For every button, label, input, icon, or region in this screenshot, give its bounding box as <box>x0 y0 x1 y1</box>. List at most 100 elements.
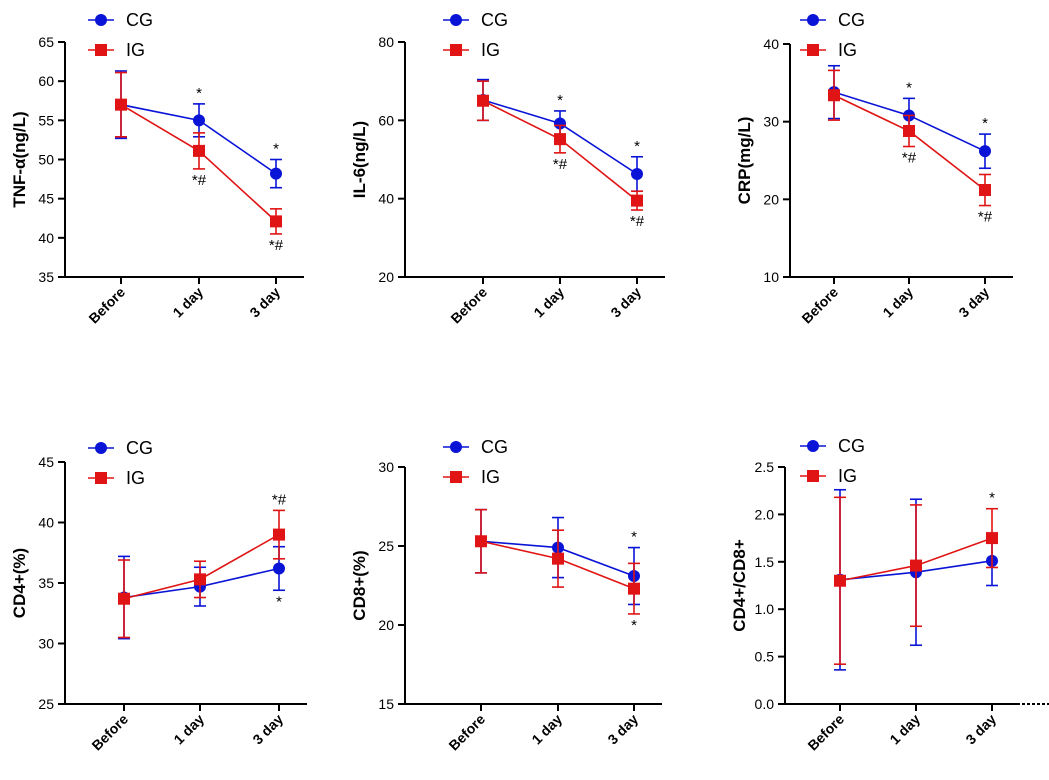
x-tick-label: 1 day <box>528 711 565 748</box>
y-tick-label: 15 <box>378 696 394 712</box>
y-tick-label: 25 <box>38 696 54 712</box>
legend-marker-cg <box>450 441 462 453</box>
y-tick-label: 2.5 <box>755 459 775 475</box>
y-tick-label: 60 <box>38 73 54 89</box>
legend-marker-cg <box>807 14 819 26</box>
significance-marker: * <box>634 138 640 155</box>
data-point-ig <box>834 574 846 587</box>
legend-marker-ig <box>95 472 107 484</box>
y-tick-label: 60 <box>378 112 394 128</box>
data-point-cg <box>270 167 282 180</box>
x-tick-label: 1 day <box>169 284 206 321</box>
x-tick-label: 1 day <box>530 284 567 321</box>
significance-marker: * <box>989 490 995 507</box>
significance-marker: *# <box>192 172 207 189</box>
data-point-ig <box>979 184 991 197</box>
legend-label-ig: IG <box>126 468 145 488</box>
data-point-ig <box>273 528 285 541</box>
legend-label-cg: CG <box>481 437 508 457</box>
data-point-ig <box>115 98 127 111</box>
data-point-ig <box>270 215 282 228</box>
legend-label-ig: IG <box>481 40 500 60</box>
significance-marker: * <box>982 115 988 132</box>
significance-marker: *# <box>269 237 284 254</box>
x-tick-label: 3 day <box>955 284 992 321</box>
x-tick-label: Before <box>447 284 490 327</box>
x-tick-label: 3 day <box>604 711 641 748</box>
chart-panel-1: 35 40 45 50 55 60 65 TNF-α(ng/L) Before 1 day 3 da… <box>10 10 304 326</box>
x-tick-label: 3 day <box>962 711 999 748</box>
data-point-ig <box>903 124 915 137</box>
legend-marker-cg <box>807 440 819 452</box>
y-tick-label: 80 <box>378 34 394 50</box>
data-point-ig <box>194 573 206 586</box>
data-point-ig <box>193 144 205 157</box>
x-tick-label: Before <box>798 284 841 327</box>
y-tick-label: 55 <box>38 112 54 128</box>
legend-label-cg: CG <box>126 10 153 30</box>
data-point-cg <box>979 145 991 158</box>
chart-panel-5: 15 20 25 30 CD8+(%) Before 1 day 3 day * * CG IG <box>350 437 662 753</box>
data-point-ig <box>552 552 564 565</box>
significance-marker: *# <box>978 209 993 226</box>
legend-label-cg: CG <box>481 10 508 30</box>
x-tick-label: Before <box>804 711 847 754</box>
y-tick-label: 30 <box>763 114 779 130</box>
legend-label-cg: CG <box>126 438 153 458</box>
series-ig <box>118 509 285 639</box>
y-tick-label: 30 <box>378 459 394 475</box>
data-point-ig <box>910 559 922 572</box>
y-tick-label: 0.0 <box>755 696 775 712</box>
y-tick-label: 1.5 <box>755 554 775 570</box>
data-point-ig <box>828 89 840 102</box>
legend-label-cg: CG <box>838 10 865 30</box>
y-axis-title: TNF-α(ng/L) <box>10 111 29 207</box>
significance-marker: *# <box>553 156 568 173</box>
y-axis-title: CD4+(%) <box>10 548 29 618</box>
significance-marker: * <box>631 529 637 546</box>
significance-marker: *# <box>630 213 645 230</box>
y-tick-label: 0.5 <box>755 649 775 665</box>
x-tick-label: Before <box>85 284 128 327</box>
series-ig <box>115 71 282 235</box>
legend-marker-ig <box>95 44 107 56</box>
data-point-ig <box>554 133 566 146</box>
y-tick-label: 40 <box>38 515 54 531</box>
data-point-cg <box>631 167 643 180</box>
significance-marker: * <box>631 617 637 634</box>
legend: CG IG <box>800 436 865 486</box>
x-tick-label: 1 day <box>886 711 923 748</box>
legend-label-ig: IG <box>838 466 857 486</box>
x-tick-label: 1 day <box>879 284 916 321</box>
y-tick-label: 20 <box>378 269 394 285</box>
legend-marker-ig <box>450 44 462 56</box>
legend-marker-ig <box>807 470 819 482</box>
y-tick-label: 50 <box>38 152 54 168</box>
significance-marker: *# <box>272 491 287 508</box>
x-tick-label: Before <box>88 711 131 754</box>
y-tick-label: 25 <box>378 538 394 554</box>
legend-marker-ig <box>807 44 819 56</box>
x-tick-label: 3 day <box>249 711 286 748</box>
significance-marker: *# <box>902 150 917 167</box>
series-ig <box>477 80 643 211</box>
legend: CG IG <box>88 438 153 488</box>
legend-marker-ig <box>450 471 462 483</box>
legend-label-ig: IG <box>838 40 857 60</box>
significance-marker: * <box>557 92 563 109</box>
legend: CG IG <box>443 10 508 60</box>
y-tick-label: 20 <box>378 617 394 633</box>
legend-label-cg: CG <box>838 436 865 456</box>
chart-panel-6: 0.0 0.5 1.0 1.5 2.0 2.5 CD4+/CD8+ Before 1 day 3 … <box>730 436 1049 753</box>
data-point-ig <box>986 532 998 545</box>
y-tick-label: 35 <box>38 269 54 285</box>
series-ig <box>828 69 991 207</box>
y-axis-title: IL-6(ng/L) <box>350 121 369 198</box>
legend-marker-cg <box>95 442 107 454</box>
data-point-ig <box>477 94 489 107</box>
series-ig <box>834 496 998 665</box>
significance-marker: * <box>273 141 279 158</box>
legend-marker-cg <box>450 14 462 26</box>
x-tick-label: 3 day <box>246 284 283 321</box>
